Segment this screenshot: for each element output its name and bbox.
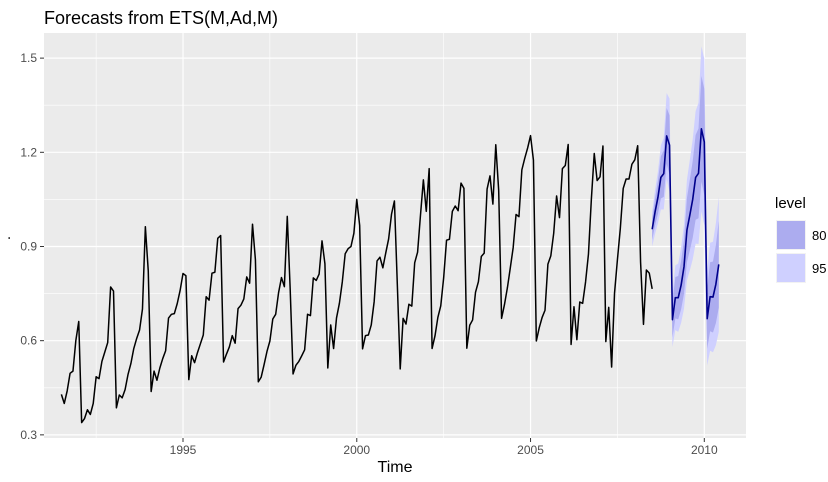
legend-label-95: 95 bbox=[812, 261, 826, 276]
legend-title: level bbox=[775, 195, 806, 212]
legend-items: 80 95 bbox=[776, 220, 826, 283]
grid-minor bbox=[44, 33, 746, 438]
forecast-mean-line bbox=[651, 127, 720, 321]
chart-title: Forecasts from ETS(M,Ad,M) bbox=[44, 8, 278, 28]
legend: level 80 95 bbox=[775, 195, 826, 283]
y-axis-title: . bbox=[0, 236, 14, 240]
y-tick-label: 1.5 bbox=[20, 51, 37, 65]
y-tick-label: 0.3 bbox=[20, 428, 37, 442]
legend-swatch-95 bbox=[777, 254, 805, 282]
x-tick-label: 2000 bbox=[343, 443, 370, 457]
legend-label-80: 80 bbox=[812, 228, 826, 243]
series-layer bbox=[60, 127, 720, 424]
y-tick-label: 1.2 bbox=[20, 145, 37, 159]
x-axis-title: Time bbox=[378, 459, 413, 476]
grid-major bbox=[44, 33, 746, 438]
y-tick-label: 0.9 bbox=[20, 239, 37, 253]
x-tick-label: 2005 bbox=[517, 443, 544, 457]
x-axis: 1995 2000 2005 2010 bbox=[170, 438, 718, 457]
y-tick-label: 0.6 bbox=[20, 334, 37, 348]
legend-swatch-80 bbox=[777, 221, 805, 249]
x-tick-label: 1995 bbox=[170, 443, 197, 457]
x-tick-label: 2010 bbox=[691, 443, 718, 457]
observed-series-line bbox=[60, 134, 653, 424]
y-axis: 0.3 0.6 0.9 1.2 1.5 bbox=[20, 51, 44, 442]
